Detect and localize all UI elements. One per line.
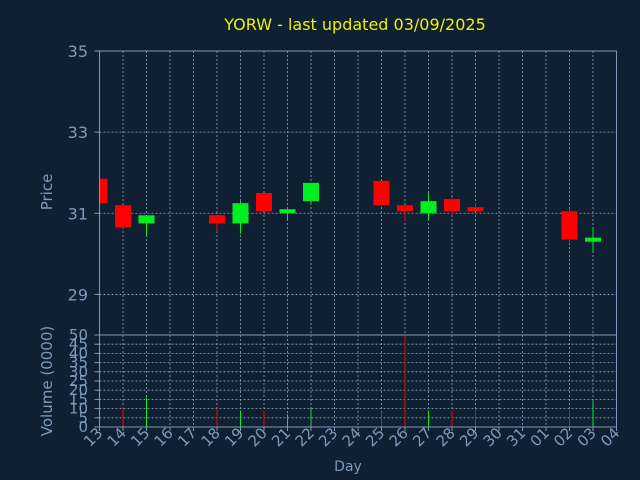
volume-bars-layer (122, 335, 594, 427)
x-axis-label: Day (334, 459, 362, 475)
candle-body (467, 207, 484, 212)
candle-body (279, 209, 296, 214)
volume-tick-label: 0 (78, 418, 88, 436)
candle-body (373, 180, 390, 206)
volume-tick-label: 40 (69, 344, 88, 362)
candles-layer (99, 178, 601, 252)
volume-tick-label: 20 (69, 381, 88, 399)
candle-body (138, 215, 155, 224)
chart-title: YORW - last updated 03/09/2025 (223, 15, 486, 34)
candle-body (585, 237, 601, 242)
volume-tick-label: 35 (69, 354, 88, 372)
price-axis-label: Price (38, 174, 56, 211)
candle-body (99, 178, 108, 204)
candle-body (420, 201, 437, 214)
candle-body (209, 215, 225, 224)
volume-tick-label: 45 (69, 335, 88, 353)
candle-body (561, 211, 578, 240)
candle-body (397, 205, 413, 212)
price-tick-label: 33 (68, 123, 88, 142)
candle-body (444, 199, 460, 212)
volume-axis-label: Volume (0000) (38, 326, 56, 436)
price-tick-label: 31 (68, 204, 88, 223)
candle-body (115, 205, 131, 228)
volume-tick-label: 15 (69, 390, 88, 408)
candle-body (232, 203, 249, 224)
volume-tick-label: 30 (69, 363, 88, 381)
volume-tick-label: 5 (78, 409, 88, 427)
candle-body (303, 182, 319, 202)
volume-tick-label: 50 (69, 326, 88, 344)
price-tick-label: 29 (68, 285, 88, 304)
grid-layer (99, 50, 617, 428)
price-tick-label: 35 (68, 42, 88, 61)
volume-tick-label: 25 (69, 372, 88, 390)
candle-body (256, 193, 272, 212)
volume-tick-label: 10 (69, 400, 88, 418)
